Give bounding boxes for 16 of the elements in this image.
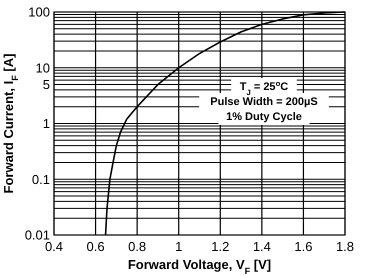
y-tick-label: 5 bbox=[42, 77, 50, 92]
y-tick-label: 10 bbox=[36, 60, 50, 76]
x-tick-label: 1 bbox=[175, 239, 182, 254]
annotation: Pulse Width = 200µS bbox=[210, 96, 318, 108]
x-tick-label: 1.6 bbox=[294, 239, 312, 254]
x-tick-label: 0.8 bbox=[128, 239, 146, 254]
x-tick-label: 0.6 bbox=[86, 239, 105, 254]
x-axis-title: Forward Voltage, V$_{F}$ [V] bbox=[128, 257, 272, 276]
y-tick-label: 100 bbox=[28, 4, 50, 20]
x-tick-label: 1.4 bbox=[252, 239, 271, 254]
y-tick-label: 1 bbox=[42, 116, 50, 132]
y-tick-label: 0.1 bbox=[32, 172, 50, 187]
annotation: T$_{J}$ = 25$^{o}$C bbox=[240, 78, 288, 96]
x-tick-label: 1.2 bbox=[211, 239, 230, 254]
annotation: 1% Duty Cycle bbox=[226, 110, 302, 123]
x-tick-label: 1.8 bbox=[336, 239, 354, 254]
